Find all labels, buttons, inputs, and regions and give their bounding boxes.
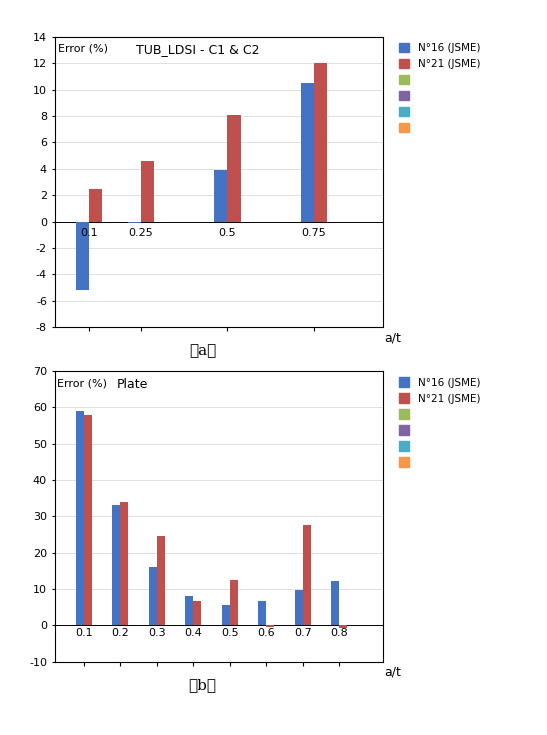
Bar (266, 625, 274, 627)
Text: 0.4: 0.4 (184, 628, 202, 638)
Bar (76, 221, 89, 290)
Text: （b）: （b） (188, 678, 217, 692)
Text: 0.8: 0.8 (330, 628, 348, 638)
Bar (193, 600, 201, 625)
Text: a/t: a/t (385, 665, 401, 678)
Text: 0.2: 0.2 (112, 628, 129, 638)
Bar (228, 115, 241, 221)
Text: 0.75: 0.75 (301, 228, 326, 238)
Bar (84, 415, 92, 625)
Text: 0.25: 0.25 (129, 228, 154, 238)
Legend: N°16 (JSME), N°21 (JSME), , , , : N°16 (JSME), N°21 (JSME), , , , (398, 376, 481, 468)
Bar (314, 63, 327, 221)
Bar (331, 581, 339, 625)
Bar (230, 580, 238, 625)
Bar (185, 596, 193, 625)
Bar (295, 589, 302, 625)
Text: Error (%): Error (%) (56, 379, 107, 388)
Text: 0.3: 0.3 (148, 628, 166, 638)
Bar (258, 600, 266, 625)
Bar (89, 188, 102, 221)
Bar (214, 170, 228, 221)
Bar (222, 605, 230, 625)
Text: Plate: Plate (117, 379, 148, 392)
Text: TUB_LDSI - C1 & C2: TUB_LDSI - C1 & C2 (136, 43, 259, 57)
Bar (141, 161, 154, 221)
Text: a/t: a/t (385, 331, 401, 344)
Text: 0.6: 0.6 (258, 628, 275, 638)
Text: Error (%): Error (%) (58, 43, 108, 54)
Bar (302, 526, 311, 625)
Bar (120, 502, 129, 625)
Bar (301, 83, 314, 221)
Text: （a）: （a） (189, 344, 216, 359)
Bar (339, 625, 347, 628)
Bar (112, 506, 120, 625)
Text: 0.7: 0.7 (294, 628, 312, 638)
Bar (76, 411, 84, 625)
Legend: N°16 (JSME), N°21 (JSME), , , , : N°16 (JSME), N°21 (JSME), , , , (398, 42, 481, 134)
Bar (157, 537, 165, 625)
Text: 0.5: 0.5 (221, 628, 238, 638)
Text: 0.1: 0.1 (80, 228, 98, 238)
Bar (128, 221, 141, 223)
Text: 0.1: 0.1 (75, 628, 92, 638)
Bar (149, 567, 157, 625)
Text: 0.5: 0.5 (219, 228, 236, 238)
